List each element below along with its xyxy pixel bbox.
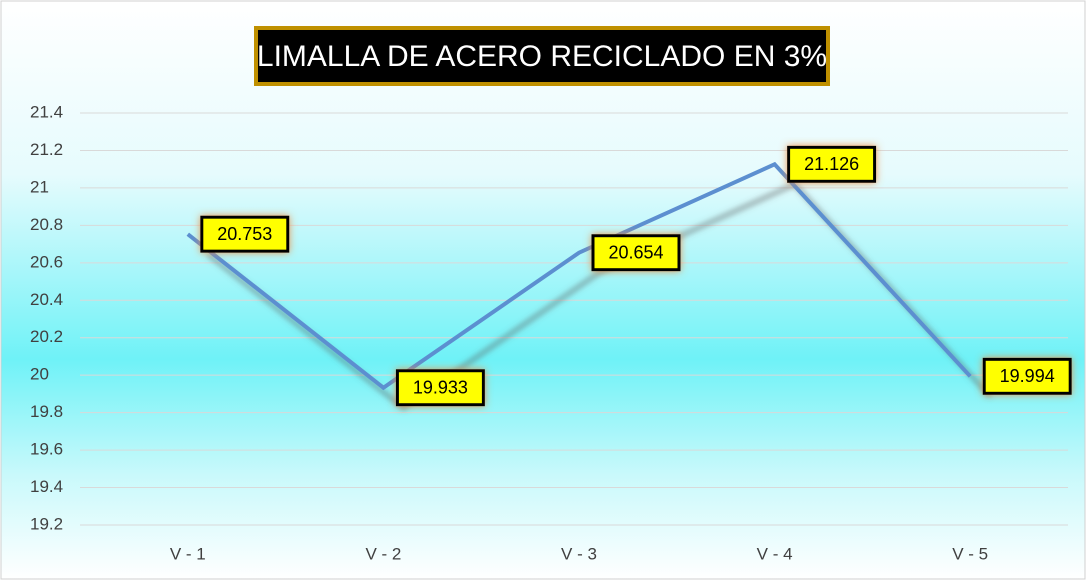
x-tick-label: V - 3 bbox=[561, 544, 597, 563]
data-label-box bbox=[982, 357, 1072, 395]
data-label: 19.994 bbox=[982, 357, 1072, 395]
data-label-text: 19.994 bbox=[1000, 366, 1055, 386]
chart-title: LIMALLA DE ACERO RECICLADO EN 3% bbox=[257, 40, 827, 73]
y-tick-label: 20.8 bbox=[30, 215, 63, 234]
y-tick-label: 19.6 bbox=[30, 440, 63, 459]
line bbox=[186, 161, 972, 391]
title-box bbox=[254, 26, 830, 86]
y-tick-label: 19.4 bbox=[30, 477, 63, 496]
y-tick-label: 20.6 bbox=[30, 252, 63, 271]
data-label-box bbox=[591, 234, 681, 272]
y-tick-label: 20.2 bbox=[30, 327, 63, 346]
y-tick-label: 19.8 bbox=[30, 402, 63, 421]
data-label: 20.753 bbox=[200, 215, 290, 253]
data-label-text: 21.126 bbox=[804, 154, 859, 174]
x-tick-label: V - 2 bbox=[365, 544, 401, 563]
data-label-text: 20.753 bbox=[217, 224, 272, 244]
y-tick-label: 21.2 bbox=[30, 140, 63, 159]
data-label: 19.933 bbox=[395, 369, 485, 407]
data-label-box bbox=[200, 215, 290, 253]
y-tick-label: 20.4 bbox=[30, 290, 63, 309]
data-label-text: 19.933 bbox=[413, 377, 468, 397]
y-tick-label: 19.2 bbox=[30, 514, 63, 533]
x-tick-label: V - 1 bbox=[170, 544, 206, 563]
data-label-text: 20.654 bbox=[608, 242, 663, 262]
data-label-box bbox=[787, 145, 877, 183]
data-label: 21.126 bbox=[787, 145, 877, 183]
y-tick-label: 21 bbox=[30, 177, 49, 196]
y-tick-label: 20 bbox=[30, 365, 49, 384]
x-tick-label: V - 4 bbox=[757, 544, 793, 563]
x-tick-label: V - 5 bbox=[952, 544, 988, 563]
data-label-box bbox=[395, 369, 485, 407]
data-label: 20.654 bbox=[591, 234, 681, 272]
y-tick-label: 21.4 bbox=[30, 102, 63, 121]
